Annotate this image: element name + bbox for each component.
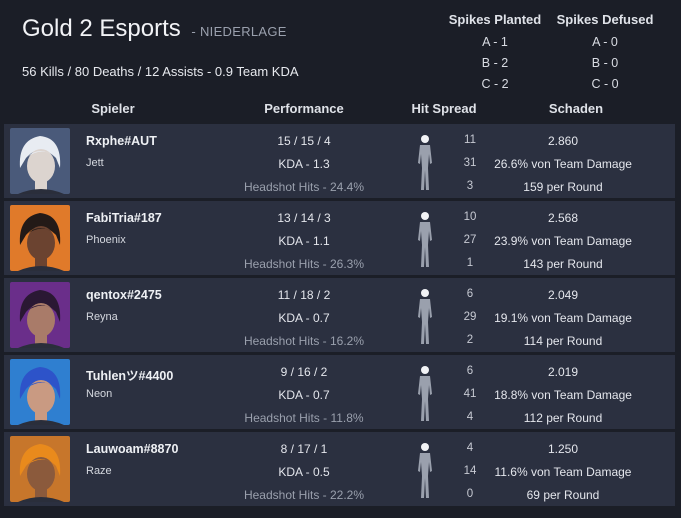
hits-legs: 0 xyxy=(466,488,474,500)
player-row[interactable]: FabiTria#187 Phoenix 13 / 14 / 3 KDA - 1… xyxy=(4,201,675,275)
agent-avatar xyxy=(10,205,70,271)
column-headers: Spieler Performance Hit Spread Schaden xyxy=(0,98,681,120)
player-row[interactable]: Lauwoam#8870 Raze 8 / 17 / 1 KDA - 0.5 H… xyxy=(4,432,675,506)
match-header: Gold 2 Esports - NIEDERLAGE 56 Kills / 8… xyxy=(0,0,681,96)
team-summary: 56 Kills / 80 Deaths / 12 Assists - 0.9 … xyxy=(22,64,299,79)
headshot-rate: Headshot Hits - 24.4% xyxy=(243,180,365,194)
spikes-defused: Spikes Defused A - 0 B - 0 C - 0 xyxy=(550,12,660,95)
damage-per-round: 112 per Round xyxy=(523,411,603,425)
agent-avatar xyxy=(10,359,70,425)
spikes-defused-a: A - 0 xyxy=(592,35,618,49)
damage-per-round: 143 per Round xyxy=(523,257,603,271)
hits-legs: 4 xyxy=(466,411,474,423)
hits-body: 27 xyxy=(463,234,477,246)
player-name[interactable]: Lauwoam#8870 xyxy=(86,442,179,456)
body-figure-icon xyxy=(418,135,432,190)
hits-body: 29 xyxy=(463,311,477,323)
spikes-defused-c: C - 0 xyxy=(591,77,619,91)
damage-total: 2.049 xyxy=(547,288,579,302)
kda-ratio: KDA - 0.7 xyxy=(278,388,330,402)
hits-legs: 2 xyxy=(466,334,474,346)
column-player[interactable]: Spieler xyxy=(91,101,135,116)
spikes-planted-title: Spikes Planted xyxy=(448,12,542,27)
hits-body: 14 xyxy=(463,465,477,477)
damage-team-share: 11.6% von Team Damage xyxy=(494,465,632,479)
match-result: - NIEDERLAGE xyxy=(191,24,287,39)
agent-name: Jett xyxy=(86,157,104,169)
column-damage[interactable]: Schaden xyxy=(548,101,604,116)
column-performance[interactable]: Performance xyxy=(264,101,344,116)
headshot-rate: Headshot Hits - 16.2% xyxy=(243,334,365,348)
spikes-defused-title: Spikes Defused xyxy=(556,12,654,27)
agent-avatar xyxy=(10,282,70,348)
player-row[interactable]: qentox#2475 Reyna 11 / 18 / 2 KDA - 0.7 … xyxy=(4,278,675,352)
hits-head: 10 xyxy=(463,211,477,223)
player-row[interactable]: Rxphe#AUT Jett 15 / 15 / 4 KDA - 1.3 Hea… xyxy=(4,124,675,198)
damage-total: 1.250 xyxy=(547,442,579,456)
agent-avatar xyxy=(10,436,70,502)
spikes-planted-c: C - 2 xyxy=(481,77,509,91)
kda-line: 9 / 16 / 2 xyxy=(280,365,328,379)
hits-body: 31 xyxy=(463,157,477,169)
agent-name: Neon xyxy=(86,388,113,400)
kda-ratio: KDA - 0.7 xyxy=(278,311,330,325)
spikes-planted-a: A - 1 xyxy=(482,35,508,49)
hits-head: 6 xyxy=(466,288,474,300)
damage-per-round: 159 per Round xyxy=(523,180,603,194)
kda-line: 13 / 14 / 3 xyxy=(277,211,331,225)
damage-per-round: 69 per Round xyxy=(526,488,600,502)
damage-team-share: 26.6% von Team Damage xyxy=(494,157,632,171)
player-name[interactable]: Rxphe#AUT xyxy=(86,134,157,148)
agent-avatar xyxy=(10,128,70,194)
hits-head: 6 xyxy=(466,365,474,377)
column-hit-spread[interactable]: Hit Spread xyxy=(411,101,477,116)
player-name[interactable]: qentox#2475 xyxy=(86,288,162,302)
body-figure-icon xyxy=(418,289,432,344)
team-title: Gold 2 Esports - NIEDERLAGE xyxy=(22,15,287,43)
spikes-planted-b: B - 2 xyxy=(481,56,509,70)
kda-ratio: KDA - 1.3 xyxy=(278,157,330,171)
damage-total: 2.860 xyxy=(547,134,579,148)
kda-ratio: KDA - 0.5 xyxy=(278,465,330,479)
damage-team-share: 23.9% von Team Damage xyxy=(494,234,632,248)
kda-ratio: KDA - 1.1 xyxy=(278,234,330,248)
player-table: Rxphe#AUT Jett 15 / 15 / 4 KDA - 1.3 Hea… xyxy=(4,124,675,509)
player-row[interactable]: Tuhlenツ#4400 Neon 9 / 16 / 2 KDA - 0.7 H… xyxy=(4,355,675,429)
headshot-rate: Headshot Hits - 26.3% xyxy=(243,257,365,271)
player-name[interactable]: FabiTria#187 xyxy=(86,211,162,225)
hits-legs: 3 xyxy=(466,180,474,192)
headshot-rate: Headshot Hits - 11.8% xyxy=(244,411,364,425)
kda-line: 11 / 18 / 2 xyxy=(277,288,331,302)
headshot-rate: Headshot Hits - 22.2% xyxy=(243,488,365,502)
team-name: Gold 2 Esports xyxy=(22,15,181,42)
agent-name: Raze xyxy=(86,465,112,477)
damage-per-round: 114 per Round xyxy=(523,334,603,348)
agent-name: Phoenix xyxy=(86,234,126,246)
body-figure-icon xyxy=(418,366,432,421)
damage-total: 2.568 xyxy=(547,211,579,225)
kda-line: 8 / 17 / 1 xyxy=(280,442,328,456)
hits-legs: 1 xyxy=(466,257,474,269)
damage-team-share: 19.1% von Team Damage xyxy=(494,311,632,325)
damage-team-share: 18.8% von Team Damage xyxy=(494,388,632,402)
player-name[interactable]: Tuhlenツ#4400 xyxy=(86,369,174,383)
damage-total: 2.019 xyxy=(547,365,579,379)
agent-name: Reyna xyxy=(86,311,118,323)
spikes-defused-b: B - 0 xyxy=(591,56,619,70)
hits-head: 4 xyxy=(466,442,474,454)
body-figure-icon xyxy=(418,443,432,498)
hits-head: 11 xyxy=(464,134,476,146)
hits-body: 41 xyxy=(463,388,477,400)
kda-line: 15 / 15 / 4 xyxy=(277,134,331,148)
body-figure-icon xyxy=(418,212,432,267)
spikes-planted: Spikes Planted A - 1 B - 2 C - 2 xyxy=(440,12,550,95)
